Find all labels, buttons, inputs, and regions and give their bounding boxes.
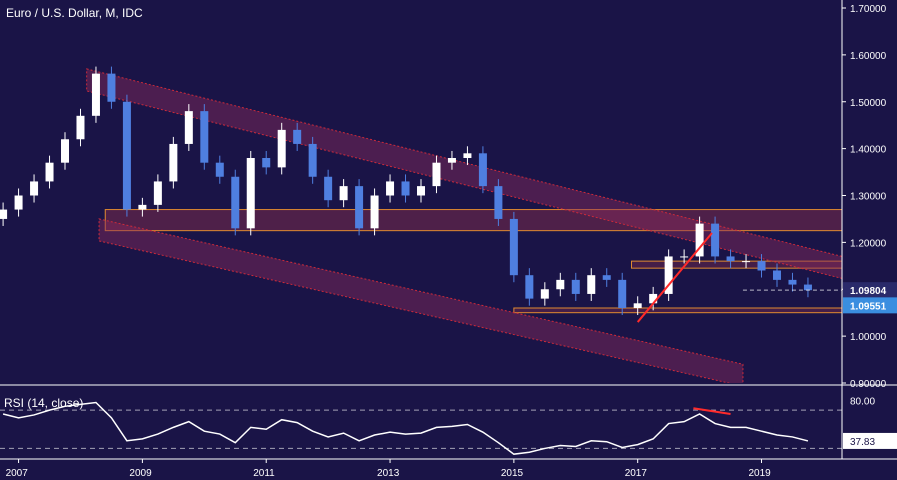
candle-body [742, 261, 751, 263]
price-tick-label: 1.50000 [850, 98, 887, 109]
price-tag-label: 1.09804 [850, 286, 887, 297]
rsi-pane [0, 401, 842, 455]
candle-body [540, 289, 549, 299]
candle-body [122, 101, 131, 210]
candle-body [370, 195, 379, 229]
time-tick-label: 2015 [501, 468, 524, 479]
candle-body [664, 256, 673, 294]
rsi-title: RSI (14, close) [4, 396, 83, 410]
resistance-zone [104, 209, 842, 232]
candle-body [618, 279, 627, 308]
price-tick-label: 1.00000 [850, 332, 887, 343]
candle-body [401, 181, 410, 196]
time-tick-label: 2009 [129, 468, 152, 479]
candle-body [308, 143, 317, 177]
candle-body [184, 111, 193, 144]
price-tag [843, 297, 897, 314]
candle-body [726, 256, 735, 262]
candle-body [76, 115, 85, 140]
candle-body [231, 176, 240, 229]
candle-body [246, 158, 255, 229]
candle-body [200, 111, 209, 163]
candle-body [138, 204, 147, 210]
candle-body [633, 303, 642, 308]
price-tick-label: 1.70000 [850, 4, 887, 15]
candle-body [494, 186, 503, 219]
candle-body [525, 275, 534, 299]
time-tick-label: 2013 [377, 468, 400, 479]
candle-body [478, 153, 487, 187]
price-tick-label: 1.60000 [850, 51, 887, 62]
time-tick-label: 2011 [253, 468, 275, 479]
candle-body [386, 181, 395, 196]
candle-body [215, 162, 224, 177]
candle-body [788, 279, 797, 285]
chart-title: Euro / U.S. Dollar, M, IDC [6, 6, 143, 20]
candle-body [447, 158, 456, 163]
candle-body [772, 270, 781, 280]
candle-body [153, 181, 162, 205]
candle-body [61, 139, 70, 163]
candle-body [711, 223, 720, 257]
trend-line [636, 232, 713, 323]
price-tick-label: 1.30000 [850, 192, 887, 203]
candle-body [680, 256, 689, 258]
candle-body [324, 176, 333, 201]
candle-body [757, 261, 766, 271]
rsi-line [2, 401, 809, 455]
candle-body [339, 186, 348, 201]
price-tick-label: 1.20000 [850, 238, 887, 249]
candle-body [262, 158, 271, 168]
time-tick-label: 2017 [625, 468, 648, 479]
candle-body [695, 223, 704, 257]
candle-body [509, 218, 518, 276]
candle-body [45, 162, 54, 182]
candle-body [587, 275, 596, 294]
candle-body [30, 181, 39, 196]
candle-body [803, 284, 812, 291]
candle-body [463, 153, 472, 158]
upper-channel-band [86, 68, 842, 279]
time-tick-label: 2019 [749, 468, 772, 479]
rsi-value-label: 37.83 [850, 437, 875, 448]
candle-body [602, 275, 611, 280]
candle-body [417, 186, 425, 196]
upper-range-zone [631, 260, 842, 269]
candle-body [91, 73, 100, 116]
rsi-tick-label: 80.00 [850, 397, 875, 408]
price-tag [843, 282, 897, 299]
lower-range-zone [513, 307, 842, 314]
rsi-value-tag [843, 432, 897, 449]
candle-body [556, 279, 565, 290]
rsi-divergence-line [693, 407, 731, 415]
candle-body [649, 293, 658, 304]
candle-body [355, 186, 364, 229]
candle-body [293, 129, 302, 144]
price-tick-label: 0.90000 [850, 379, 887, 390]
candle-body [14, 195, 23, 210]
lower-channel-band [98, 218, 744, 383]
candle-body [0, 209, 8, 219]
time-tick-label: 2007 [6, 468, 29, 479]
price-tag-label: 1.09551 [850, 301, 887, 312]
price-pane [0, 66, 842, 383]
candle-body [277, 129, 286, 168]
candle-body [107, 73, 116, 102]
candle-body [571, 279, 580, 294]
candle-body [169, 143, 178, 182]
candle-body [432, 162, 441, 187]
price-tick-label: 1.40000 [850, 145, 887, 156]
